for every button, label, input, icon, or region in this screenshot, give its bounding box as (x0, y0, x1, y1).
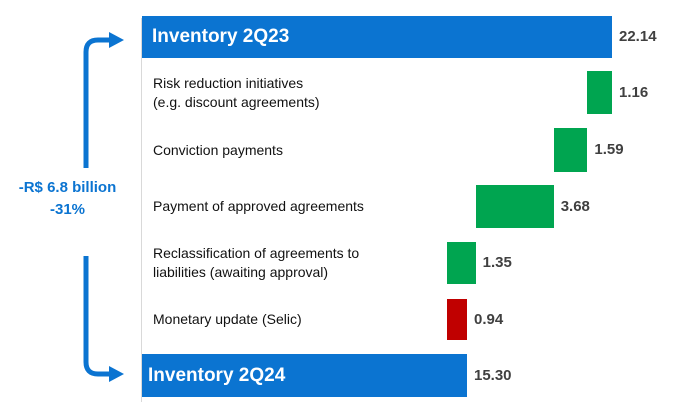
value-label-monetary-update-selic: 0.94 (473, 310, 504, 328)
bar-risk-reduction-initiatives-e-g-discount-agreements (587, 71, 612, 114)
category-label-conviction-payments: Conviction payments (153, 141, 283, 158)
value-label-inventory-2q24: 15.30 (473, 366, 512, 384)
bar-title-inventory-2q24: Inventory 2Q24 (148, 364, 286, 386)
category-label-payment-of-approved-agreements: Payment of approved agreements (153, 198, 364, 214)
upper-bracket-line (83, 37, 110, 168)
value-label-inventory-2q23: 22.14 (619, 28, 657, 45)
value-label-risk-reduction-initiatives-e-g-discount-agreements: 1.16 (619, 83, 649, 101)
change-annotation-amount: -R$ 6.8 billion (18, 179, 117, 196)
bar-title-inventory-2q23: Inventory 2Q23 (152, 26, 290, 47)
value-label-payment-of-approved-agreements: 3.68 (560, 197, 590, 215)
bar-reclassification-of-agreements-to-liabilities-awaiting-approval (447, 242, 476, 284)
bar-payment-of-approved-agreements (475, 185, 554, 228)
lower-arrowhead-icon (109, 366, 124, 382)
category-axis-line (141, 18, 142, 402)
change-annotation-percent: -31% (49, 201, 86, 218)
value-label-reclassification-of-agreements-to-liabilities-awaiting-approval: 1.35 (482, 254, 512, 271)
category-label-monetary-update-selic: Monetary update (Selic) (153, 311, 302, 327)
category-label-reclassification-of-agreements-to-liabilities-awaiting-approval: Reclassification of agreements to liabili… (153, 245, 360, 280)
bar-monetary-update-selic (447, 299, 467, 340)
bar-inventory-2q24 (142, 354, 467, 397)
bar-inventory-2q23 (142, 16, 612, 58)
lower-bracket-line (83, 256, 110, 377)
value-label-conviction-payments: 1.59 (594, 141, 624, 158)
category-label-risk-reduction-initiatives-e-g-discount-agreements: Risk reduction initiatives (e.g. discount… (153, 74, 320, 110)
bar-conviction-payments (553, 128, 588, 172)
upper-arrowhead-icon (109, 32, 124, 48)
